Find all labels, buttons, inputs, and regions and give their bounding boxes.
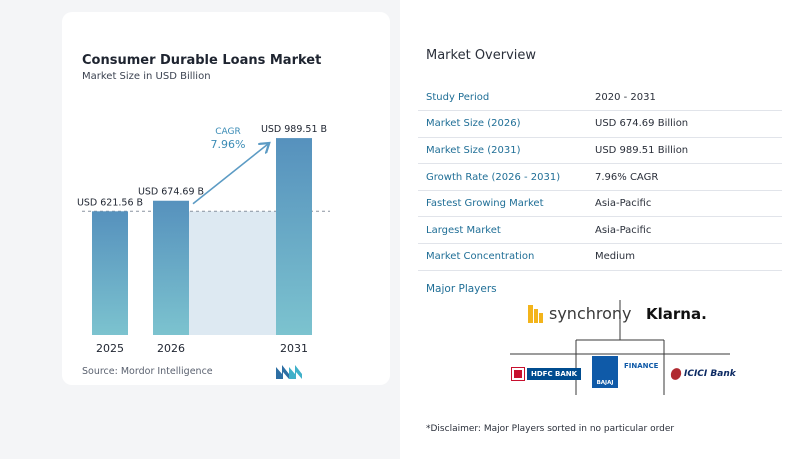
- bar-2026: [153, 200, 189, 335]
- cagr-arrow-icon: [192, 144, 268, 205]
- chart-title: Consumer Durable Loans Market: [82, 53, 322, 68]
- overview-row-label: Largest Market: [418, 216, 595, 245]
- overview-row-label: Fastest Growing Market: [418, 190, 595, 218]
- overview-row-value: 7.96% CAGR: [595, 163, 782, 191]
- category-label: 2031: [280, 342, 308, 355]
- cagr-value: 7.96%: [211, 138, 246, 151]
- bajaj-shield-icon: BAJAJ: [592, 356, 618, 388]
- overview-title: Market Overview: [426, 48, 537, 63]
- overview-row-value: Asia-Pacific: [595, 216, 782, 245]
- overview-row: Growth Rate (2026 - 2031) 7.96% CAGR: [418, 163, 782, 191]
- overview-row-label: Market Concentration: [418, 243, 595, 271]
- bar-2031: [276, 138, 312, 335]
- category-label: 2026: [157, 342, 185, 355]
- player-hdfc: HDFC BANK: [511, 367, 582, 381]
- overview-row-label: Study Period: [418, 84, 595, 112]
- overview-row-value: Medium: [595, 243, 782, 271]
- synchrony-icon: [528, 304, 543, 323]
- overview-row-value: USD 989.51 Billion: [595, 137, 782, 165]
- overview-row-label: Growth Rate (2026 - 2031): [418, 163, 595, 191]
- player-klarna: Klarna.: [646, 305, 707, 323]
- chart-subtitle: Market Size in USD Billion: [82, 71, 211, 82]
- mordor-logo-icon: [276, 365, 302, 379]
- overview-row: Market Concentration Medium: [418, 243, 782, 271]
- bar-value-label: USD 621.56 B: [77, 197, 143, 208]
- overview-table: Study Period 2020 - 2031 Market Size (2026…: [418, 84, 782, 271]
- players-title: Major Players: [426, 283, 497, 295]
- bar-value-label: USD 989.51 B: [261, 124, 327, 135]
- disclaimer: *Disclaimer: Major Players sorted in no …: [426, 424, 675, 434]
- bar-value-label: USD 674.69 B: [138, 187, 204, 198]
- icici-icon: [668, 366, 684, 382]
- overview-row-label: Market Size (2026): [418, 110, 595, 138]
- player-synchrony: synchrony: [528, 304, 632, 323]
- source-note: Source: Mordor Intelligence: [82, 366, 213, 377]
- overview-row: Market Size (2026) USD 674.69 Billion: [418, 110, 782, 138]
- overview-row: Market Size (2031) USD 989.51 Billion: [418, 137, 782, 165]
- overview-row-label: Market Size (2031): [418, 137, 595, 165]
- cagr-label: CAGR: [215, 127, 241, 137]
- overview-row: Study Period 2020 - 2031: [418, 84, 782, 112]
- player-icici: ICICI Bank: [668, 366, 736, 382]
- overview-row: Fastest Growing Market Asia-Pacific: [418, 190, 782, 218]
- overview-row: Largest Market Asia-Pacific: [418, 216, 782, 245]
- overview-row-value: USD 674.69 Billion: [595, 110, 782, 138]
- hdfc-icon: [511, 367, 525, 381]
- bajaj-text: FINANCE: [624, 362, 659, 370]
- icici-text: ICICI Bank: [684, 369, 736, 379]
- players-grid: [510, 300, 730, 395]
- bar-2025: [92, 211, 128, 335]
- player-bajaj: BAJAJ FINANCE: [592, 356, 658, 388]
- overview-row-value: Asia-Pacific: [595, 190, 782, 218]
- overview-row-value: 2020 - 2031: [595, 84, 782, 112]
- category-label: 2025: [96, 342, 124, 355]
- hdfc-text: HDFC BANK: [527, 368, 582, 380]
- synchrony-text: synchrony: [549, 304, 632, 323]
- growth-shade: [189, 211, 276, 335]
- bar-chart: USD 621.56 B 2025 USD 674.69 B 2026 USD 989.…: [77, 124, 330, 355]
